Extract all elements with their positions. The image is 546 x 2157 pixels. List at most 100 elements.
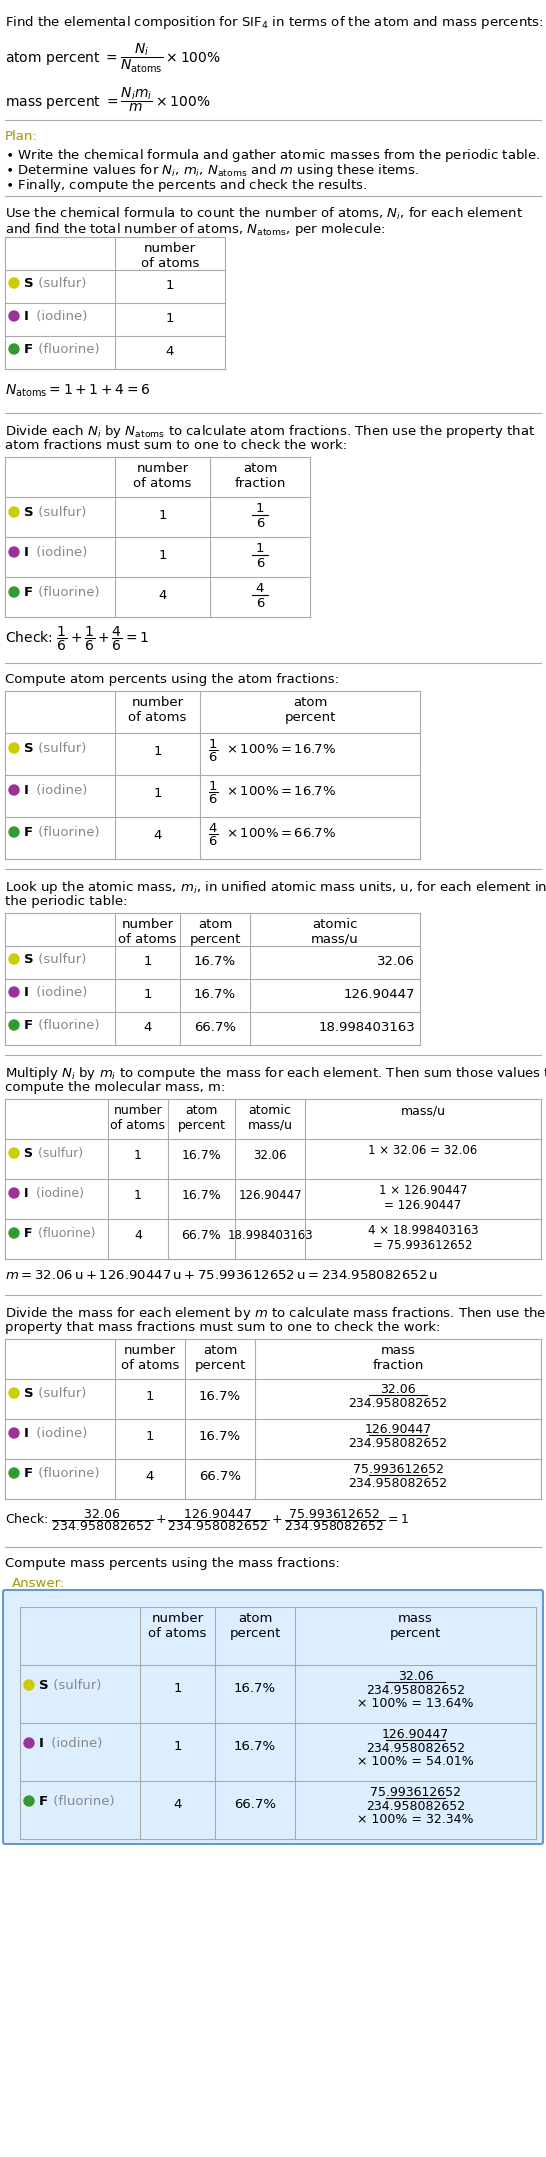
Circle shape [9, 1387, 19, 1398]
Circle shape [9, 742, 19, 753]
Text: (sulfur): (sulfur) [49, 1678, 102, 1691]
Text: 4: 4 [166, 345, 174, 358]
Text: (iodine): (iodine) [32, 1186, 84, 1199]
Text: 4: 4 [158, 589, 167, 602]
Text: 1: 1 [158, 509, 167, 522]
Text: $\mathbf{S}$: $\mathbf{S}$ [23, 953, 34, 966]
Text: 75.993612652: 75.993612652 [370, 1786, 461, 1799]
Text: 16.7%: 16.7% [199, 1430, 241, 1443]
Text: (sulfur): (sulfur) [34, 507, 86, 520]
Text: (iodine): (iodine) [32, 986, 87, 999]
Circle shape [9, 953, 19, 964]
Text: atom
percent: atom percent [194, 1344, 246, 1372]
Circle shape [9, 311, 19, 321]
Text: $\mathbf{I}$: $\mathbf{I}$ [23, 311, 29, 324]
Text: Use the chemical formula to count the number of atoms, $N_i$, for each element: Use the chemical formula to count the nu… [5, 207, 523, 222]
Text: 1: 1 [134, 1189, 142, 1201]
Text: number
of atoms: number of atoms [110, 1104, 165, 1132]
Text: $\mathbf{S}$: $\mathbf{S}$ [23, 1387, 34, 1400]
Text: number
of atoms: number of atoms [133, 462, 192, 490]
Text: atomic
mass/u: atomic mass/u [247, 1104, 293, 1132]
Circle shape [9, 343, 19, 354]
Text: 1: 1 [143, 956, 152, 968]
Circle shape [9, 988, 19, 997]
Text: 6: 6 [256, 518, 264, 531]
Text: 16.7%: 16.7% [234, 1741, 276, 1754]
Text: 1: 1 [158, 550, 167, 563]
Text: $m = 32.06\,\mathrm{u} + 126.90447\,\mathrm{u} + 75.993612652\,\mathrm{u} = 234.: $m = 32.06\,\mathrm{u} + 126.90447\,\mat… [5, 1268, 438, 1281]
Text: Check: $\dfrac{32.06}{234.958082652} + \dfrac{126.90447}{234.958082652} + \dfrac: Check: $\dfrac{32.06}{234.958082652} + \… [5, 1508, 410, 1534]
Text: atom
percent: atom percent [177, 1104, 225, 1132]
Text: Check: $\dfrac{1}{6} + \dfrac{1}{6} + \dfrac{4}{6} = 1$: Check: $\dfrac{1}{6} + \dfrac{1}{6} + \d… [5, 626, 149, 654]
Text: atom
fraction: atom fraction [234, 462, 286, 490]
Text: mass/u: mass/u [401, 1104, 446, 1117]
Text: (iodine): (iodine) [32, 1428, 87, 1441]
Text: 234.958082652: 234.958082652 [366, 1799, 465, 1814]
Text: 4: 4 [256, 582, 264, 595]
Text: 18.998403163: 18.998403163 [318, 1020, 415, 1033]
Text: 126.90447: 126.90447 [343, 988, 415, 1001]
Text: atom
percent: atom percent [229, 1611, 281, 1639]
Text: (fluorine): (fluorine) [49, 1795, 115, 1808]
Text: 4: 4 [146, 1471, 154, 1484]
Text: (iodine): (iodine) [32, 783, 87, 796]
Text: $\mathbf{F}$: $\mathbf{F}$ [23, 1467, 33, 1480]
Text: $\mathbf{F}$: $\mathbf{F}$ [23, 1018, 33, 1031]
Text: $\dfrac{1}{6}$  $\times\, 100\% = 16.7\%$: $\dfrac{1}{6}$ $\times\, 100\% = 16.7\%$ [208, 781, 336, 807]
Circle shape [9, 278, 19, 289]
Text: Answer:: Answer: [12, 1577, 66, 1590]
Text: Multiply $N_i$ by $m_i$ to compute the mass for each element. Then sum those val: Multiply $N_i$ by $m_i$ to compute the m… [5, 1066, 546, 1083]
Text: $\mathbf{F}$: $\mathbf{F}$ [23, 343, 33, 356]
Text: 1: 1 [166, 278, 174, 291]
Text: 32.06: 32.06 [380, 1383, 416, 1396]
Text: $\mathbf{S}$: $\mathbf{S}$ [23, 1148, 33, 1160]
Text: 234.958082652: 234.958082652 [348, 1478, 448, 1490]
Text: (sulfur): (sulfur) [34, 1148, 83, 1160]
Text: (iodine): (iodine) [47, 1736, 103, 1749]
Circle shape [9, 1148, 19, 1158]
Text: $\mathbf{S}$: $\mathbf{S}$ [23, 507, 34, 520]
Text: Look up the atomic mass, $m_i$, in unified atomic mass units, u, for each elemen: Look up the atomic mass, $m_i$, in unifi… [5, 880, 546, 895]
Circle shape [9, 1428, 19, 1439]
Text: (fluorine): (fluorine) [34, 587, 99, 600]
Text: atom
percent: atom percent [189, 919, 241, 947]
Text: 4 × 18.998403163
= 75.993612652: 4 × 18.998403163 = 75.993612652 [368, 1223, 478, 1251]
Text: 32.06: 32.06 [397, 1670, 434, 1682]
Text: (iodine): (iodine) [32, 546, 87, 559]
Text: compute the molecular mass, m:: compute the molecular mass, m: [5, 1081, 225, 1094]
Text: $\mathbf{I}$: $\mathbf{I}$ [23, 546, 29, 559]
Text: $\mathbf{I}$: $\mathbf{I}$ [23, 986, 29, 999]
Text: 1: 1 [173, 1741, 182, 1754]
Text: number
of atoms: number of atoms [121, 1344, 179, 1372]
Text: mass
percent: mass percent [390, 1611, 441, 1639]
Text: $\mathbf{I}$: $\mathbf{I}$ [23, 1428, 29, 1441]
Text: 126.90447: 126.90447 [382, 1728, 449, 1741]
Circle shape [9, 826, 19, 837]
Text: 126.90447: 126.90447 [364, 1424, 432, 1437]
Text: 234.958082652: 234.958082652 [348, 1398, 448, 1411]
Circle shape [9, 785, 19, 796]
Text: $\mathbf{I}$: $\mathbf{I}$ [38, 1736, 44, 1749]
Text: $\mathbf{I}$: $\mathbf{I}$ [23, 783, 29, 796]
Text: × 100% = 13.64%: × 100% = 13.64% [357, 1698, 474, 1711]
Text: Plan:: Plan: [5, 129, 38, 142]
Text: 16.7%: 16.7% [182, 1189, 221, 1201]
Text: property that mass fractions must sum to one to check the work:: property that mass fractions must sum to… [5, 1320, 441, 1333]
Text: $\mathbf{F}$: $\mathbf{F}$ [38, 1795, 48, 1808]
Text: atom percent $= \dfrac{N_i}{N_\mathrm{atoms}} \times 100\%$: atom percent $= \dfrac{N_i}{N_\mathrm{at… [5, 41, 221, 75]
Text: 4: 4 [143, 1020, 152, 1033]
Text: $\bullet$ Determine values for $N_i$, $m_i$, $N_\mathrm{atoms}$ and $m$ using th: $\bullet$ Determine values for $N_i$, $m… [5, 162, 419, 179]
Text: 16.7%: 16.7% [199, 1389, 241, 1402]
Text: $\mathbf{S}$: $\mathbf{S}$ [23, 276, 34, 289]
Circle shape [9, 1020, 19, 1031]
Text: 32.06: 32.06 [377, 956, 415, 968]
Circle shape [9, 1227, 19, 1238]
Text: 1: 1 [143, 988, 152, 1001]
Text: 18.998403163: 18.998403163 [227, 1229, 313, 1242]
Text: and find the total number of atoms, $N_\mathrm{atoms}$, per molecule:: and find the total number of atoms, $N_\… [5, 220, 385, 237]
Text: 1: 1 [256, 541, 264, 554]
Text: $\mathbf{S}$: $\mathbf{S}$ [38, 1678, 49, 1691]
Text: Find the elemental composition for SIF$_4$ in terms of the atom and mass percent: Find the elemental composition for SIF$_… [5, 13, 543, 30]
Text: atom fractions must sum to one to check the work:: atom fractions must sum to one to check … [5, 440, 347, 453]
Text: $\bullet$ Write the chemical formula and gather atomic masses from the periodic : $\bullet$ Write the chemical formula and… [5, 147, 540, 164]
